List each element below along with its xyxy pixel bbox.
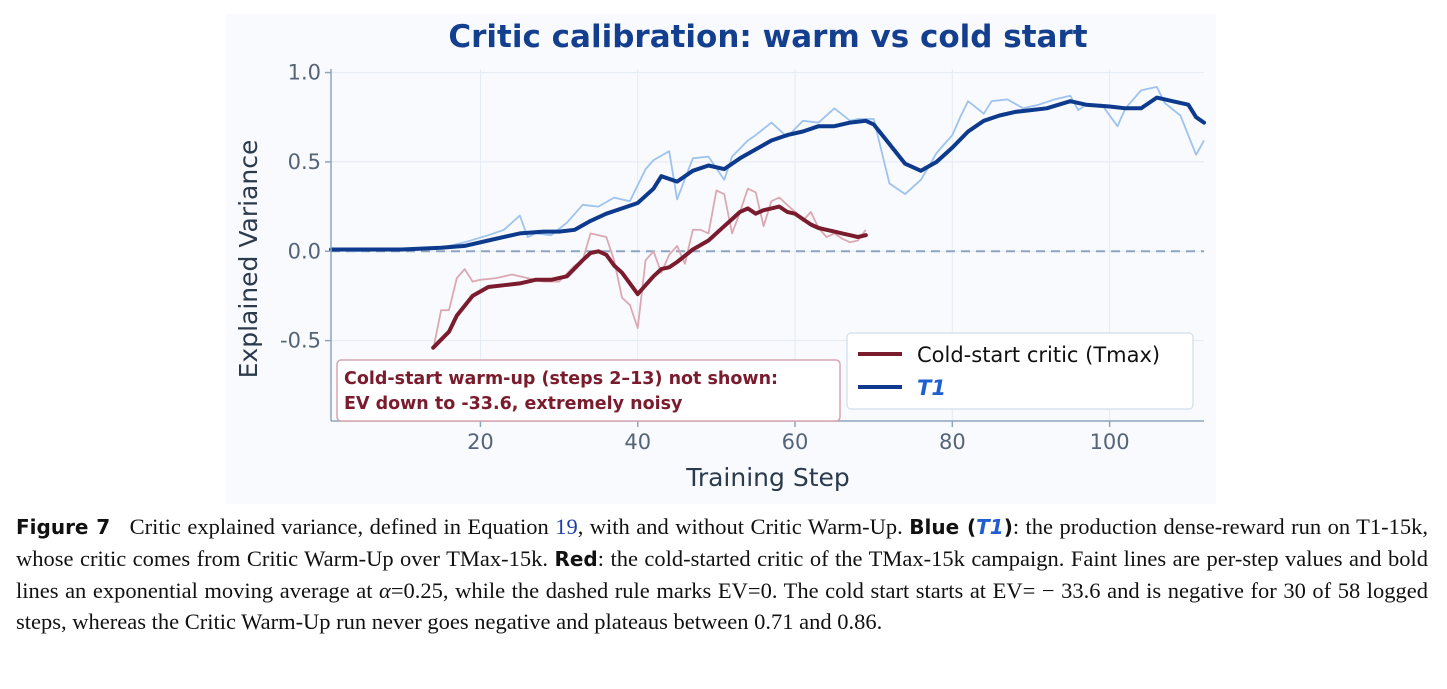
y-tick-label-0.0: 0.0 xyxy=(288,239,321,263)
series-layer xyxy=(329,86,1206,350)
legend-label-t1: T1 xyxy=(917,376,946,400)
caption-text-2: , with and without Critic Warm-Up. xyxy=(577,514,910,539)
legend: Cold-start critic (Tmax) T1 xyxy=(846,332,1194,410)
legend-label-cold: Cold-start critic (Tmax) xyxy=(917,343,1160,367)
alpha-symbol: α xyxy=(379,578,391,603)
y-tick-label-1.0: 1.0 xyxy=(288,61,321,85)
y-tick-label--0.5: -0.5 xyxy=(280,329,321,353)
figure-caption: Figure 7 Critic explained variance, defi… xyxy=(16,511,1428,637)
caption-text-3: : the production dense-reward run on T1-… xyxy=(16,514,1429,571)
tick-labels: 20 40 60 80 100 1.0 0.5 0.0 -0.5 xyxy=(280,61,1130,454)
ev-value: − 33.6 xyxy=(1035,578,1101,603)
figure-label: Figure 7 xyxy=(16,515,111,539)
blue-t1-label: T1 xyxy=(976,515,1004,539)
annotation-frame xyxy=(336,359,841,422)
t1-ema-line xyxy=(329,95,1206,252)
caption-text-5: =0.25, while the dashed rule marks EV=0.… xyxy=(390,578,1036,603)
caption-text-4: : the cold-started critic of the TMax-15… xyxy=(16,546,1428,603)
chart-title: Critic calibration: warm vs cold start xyxy=(448,19,1087,55)
y-axis-label: Explained Variance xyxy=(234,140,263,379)
x-tick-label-80: 80 xyxy=(939,430,966,454)
x-tick-label-100: 100 xyxy=(1090,430,1130,454)
cold-raw-line xyxy=(432,187,867,350)
x-axis-label: Training Step xyxy=(685,463,850,492)
blue-label: Blue ( xyxy=(909,515,977,539)
caption-text-6: and is negative for 30 of 58 logged step… xyxy=(16,578,1429,634)
equation-link[interactable]: 19 xyxy=(555,514,578,539)
annotation-line-1: Cold-start warm-up (steps 2–13) not show… xyxy=(344,369,778,389)
x-tick-label-60: 60 xyxy=(782,430,809,454)
legend-frame xyxy=(846,332,1194,410)
caption-text-1: Critic explained variance, defined in Eq… xyxy=(129,514,556,539)
cold-ema-line xyxy=(431,204,868,350)
figure-panel: Critic calibration: warm vs cold start 2… xyxy=(226,14,1216,504)
explained-variance-chart: Critic calibration: warm vs cold start 2… xyxy=(234,19,1206,492)
annotation-box: Cold-start warm-up (steps 2–13) not show… xyxy=(336,359,841,422)
annotation-line-2: EV down to -33.6, extremely noisy xyxy=(344,394,683,414)
x-tick-label-40: 40 xyxy=(624,430,651,454)
blue-label-close: ) xyxy=(1003,515,1013,539)
x-tick-label-20: 20 xyxy=(467,430,494,454)
red-label: Red xyxy=(554,547,598,571)
y-tick-label-0.5: 0.5 xyxy=(288,150,321,174)
t1-raw-line xyxy=(330,86,1205,253)
